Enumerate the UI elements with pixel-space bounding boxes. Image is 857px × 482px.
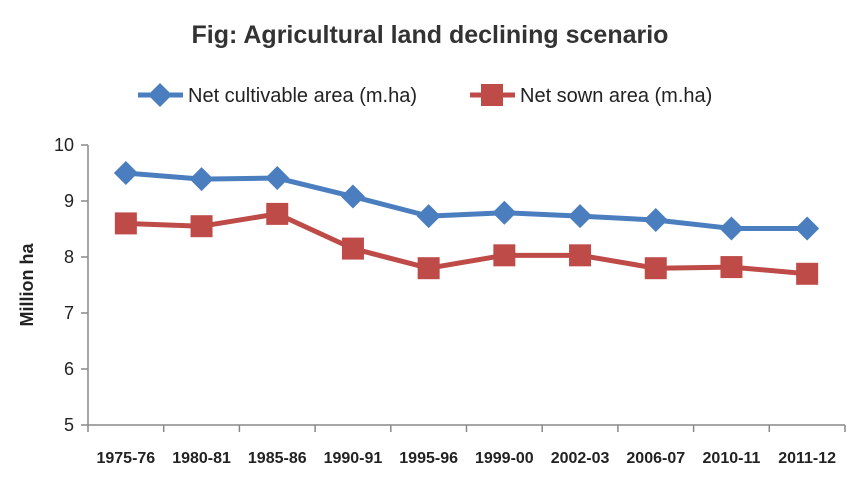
- x-tick-label: 1980-81: [172, 450, 231, 467]
- x-tick-label: 1999-00: [475, 450, 534, 467]
- axes: [81, 144, 846, 432]
- data-point-square: [341, 237, 364, 260]
- data-point-diamond: [265, 166, 290, 191]
- x-tick-label: 1990-91: [324, 450, 383, 467]
- x-tick-label: 2011-12: [778, 450, 836, 467]
- y-tick-labels: 5 6 7 8 9 10: [54, 135, 74, 435]
- data-point-diamond: [340, 184, 365, 209]
- data-point-diamond: [643, 208, 668, 233]
- y-tick-label: 9: [64, 191, 74, 211]
- legend-label-net-sown-area: Net sown area (m.ha): [520, 85, 712, 107]
- legend-marker-diamond: [148, 83, 172, 107]
- y-tick-label: 10: [54, 135, 74, 155]
- x-tick-label: 1985-86: [248, 450, 307, 467]
- legend-marker-square: [481, 84, 503, 106]
- y-tick-label: 8: [64, 247, 74, 267]
- series-lines: [125, 170, 808, 277]
- data-point-square: [644, 257, 667, 280]
- data-point-square: [417, 257, 440, 280]
- data-point-square: [796, 262, 819, 285]
- x-tick-label: 2002-03: [551, 450, 610, 467]
- legend-item-net-cultivable-area: Net cultivable area (m.ha): [138, 83, 417, 107]
- series-line-0: [125, 170, 808, 231]
- chart-title: Fig: Agricultural land declining scenari…: [192, 21, 669, 49]
- data-point-diamond: [719, 216, 744, 241]
- x-tick-label: 1975-76: [96, 450, 155, 467]
- series-line-1: [125, 211, 808, 277]
- y-axis-label: Million ha: [17, 243, 37, 327]
- data-point-square: [569, 244, 592, 267]
- x-tick-label: 1995-96: [399, 450, 458, 467]
- data-point-square: [493, 244, 516, 267]
- y-tick-label: 6: [64, 359, 74, 379]
- data-point-square: [190, 215, 213, 238]
- legend-label-net-cultivable-area: Net cultivable area (m.ha): [188, 85, 417, 107]
- data-point-diamond: [568, 204, 593, 229]
- x-tick-labels: 1975-76 1980-81 1985-86 1990-91 1995-96 1999-…: [96, 450, 836, 467]
- data-point-diamond: [113, 161, 138, 185]
- data-point-diamond: [795, 216, 820, 241]
- series-markers: [113, 161, 820, 285]
- y-tick-label: 7: [64, 303, 74, 323]
- legend-item-net-sown-area: Net sown area (m.ha): [470, 84, 712, 107]
- data-point-diamond: [492, 200, 517, 225]
- data-point-square: [720, 256, 743, 279]
- y-tick-label: 5: [64, 415, 74, 435]
- data-point-square: [114, 212, 137, 235]
- data-point-diamond: [416, 204, 441, 229]
- legend: Net cultivable area (m.ha) Net sown area…: [138, 83, 712, 107]
- x-tick-label: 2006-07: [626, 450, 685, 467]
- x-tick-label: 2010-11: [703, 450, 761, 467]
- data-point-square: [266, 202, 289, 225]
- data-point-diamond: [189, 167, 214, 192]
